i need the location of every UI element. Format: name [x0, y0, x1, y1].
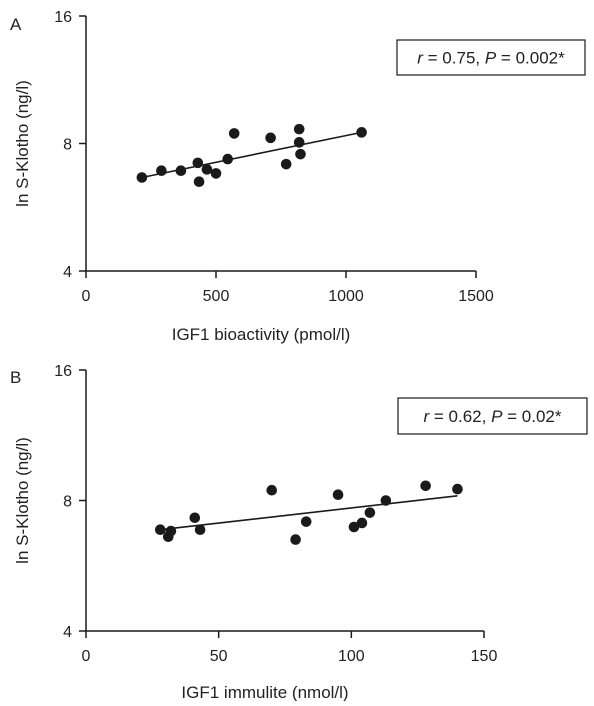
y-axis-title: ln S-Klotho (ng/l) — [13, 437, 32, 564]
data-point — [356, 127, 367, 138]
data-point — [193, 176, 205, 187]
stat-symbol: P — [485, 49, 497, 68]
data-point — [420, 480, 431, 492]
y-tick-label: 4 — [63, 624, 72, 641]
stats-annotation: r = 0.62, P = 0.02* — [423, 407, 561, 426]
data-point — [452, 483, 463, 495]
panel-letter: B — [10, 368, 21, 387]
data-point — [154, 524, 166, 536]
x-tick-label: 0 — [82, 288, 91, 305]
data-point — [165, 525, 177, 537]
data-point — [380, 495, 392, 506]
data-point — [156, 165, 167, 177]
data-point — [175, 165, 187, 177]
x-tick-label: 500 — [203, 288, 230, 305]
data-point — [293, 123, 305, 135]
data-point — [194, 524, 206, 536]
stats-annotation: r = 0.75, P = 0.002* — [417, 49, 565, 68]
data-point — [265, 132, 276, 144]
data-point — [293, 137, 305, 148]
stat-value: = 0.002* — [496, 49, 565, 68]
data-point — [189, 512, 201, 524]
stat-symbol: P — [491, 407, 503, 426]
data-point — [332, 489, 344, 501]
x-axis-title: IGF1 bioactivity (pmol/l) — [172, 325, 351, 344]
data-point — [364, 507, 376, 518]
data-point — [348, 521, 360, 533]
stat-symbol: r — [423, 407, 430, 426]
x-tick-label: 0 — [82, 648, 91, 665]
stat-value: = 0.75, — [423, 49, 485, 68]
data-point — [228, 128, 240, 139]
y-tick-label: 4 — [63, 264, 72, 281]
x-tick-label: 100 — [338, 648, 365, 665]
y-tick-label: 16 — [54, 363, 72, 380]
x-tick-label: 150 — [471, 648, 498, 665]
x-tick-label: 1500 — [458, 288, 494, 305]
y-tick-label: 8 — [63, 137, 72, 154]
stats-box — [397, 397, 588, 435]
regression-line — [160, 495, 458, 531]
x-tick-label: 1000 — [328, 288, 364, 305]
data-point — [356, 517, 368, 529]
regression-line — [141, 131, 362, 179]
chart-panel-a: A 4 8 16 0 500 1000 1500 IGF1 bioactivity (pmol/… — [10, 9, 586, 344]
x-axis-title: IGF1 immulite (nmol/l) — [181, 683, 348, 701]
stat-symbol: r — [417, 49, 424, 68]
data-point — [280, 158, 292, 170]
data-point — [266, 484, 278, 496]
data-point — [201, 164, 213, 175]
stats-box — [396, 39, 586, 76]
data-point — [192, 157, 204, 169]
stat-value: = 0.02* — [502, 407, 561, 426]
chart-panel-b: B 4 8 16 0 50 100 150 IGF1 immulite (nmol/l) ln S… — [10, 363, 588, 702]
data-point — [290, 534, 301, 545]
stat-value: = 0.62, — [429, 407, 491, 426]
data-point — [300, 516, 312, 527]
data-point — [136, 172, 148, 183]
data-point — [210, 168, 222, 179]
y-axis-title: ln S-Klotho (ng/l) — [13, 80, 32, 207]
x-tick-label: 50 — [210, 648, 228, 665]
data-point — [295, 148, 306, 160]
panel-letter: A — [10, 15, 22, 34]
y-tick-label: 16 — [54, 9, 72, 26]
y-tick-label: 8 — [63, 494, 72, 511]
data-point — [222, 153, 233, 165]
